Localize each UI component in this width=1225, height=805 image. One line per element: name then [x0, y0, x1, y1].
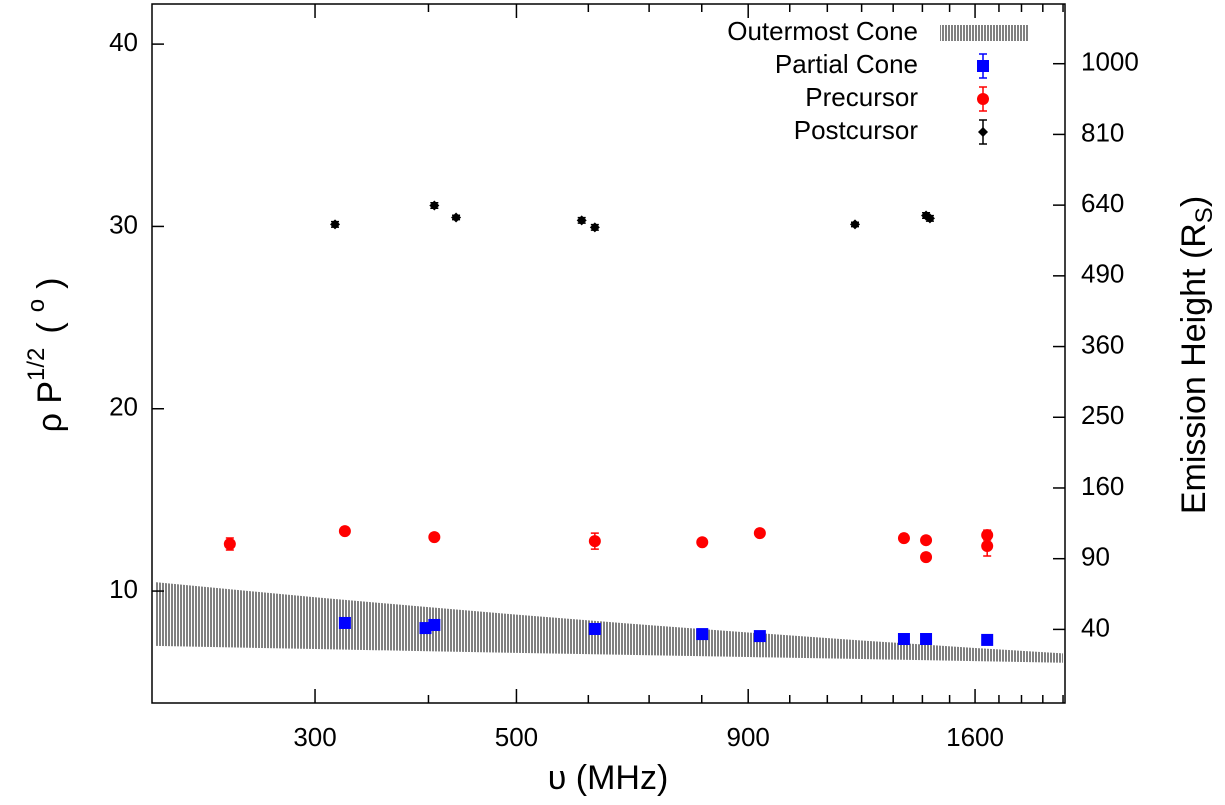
x-tick-label: 900: [727, 722, 770, 752]
legend-marker: [977, 93, 989, 105]
y2-tick-label: 360: [1081, 329, 1124, 359]
diamond-marker: [589, 222, 600, 233]
circle-marker: [428, 531, 441, 544]
circle-marker: [753, 527, 766, 540]
diamond-marker: [429, 200, 440, 211]
legend-swatch: [940, 25, 1028, 41]
square-marker: [897, 633, 910, 646]
y-tick-label: 40: [109, 27, 138, 57]
square-marker: [338, 616, 351, 629]
legend-marker: [977, 60, 989, 72]
plot-frame: [151, 3, 1066, 704]
square-marker: [981, 633, 994, 646]
y2-tick-label: 640: [1081, 188, 1124, 218]
diamond-marker: [576, 215, 587, 226]
y2-tick-label: 810: [1081, 117, 1124, 147]
circle-marker: [338, 525, 351, 538]
x-tick-label: 500: [495, 722, 538, 752]
y-tick-label: 30: [109, 209, 138, 239]
cone-band: [155, 582, 1064, 663]
y-axis-label: ρ P1/2(o): [23, 278, 69, 433]
square-marker: [920, 633, 933, 646]
y2-tick-label: 1000: [1081, 47, 1139, 77]
y2-tick-label: 90: [1081, 542, 1110, 572]
circle-marker: [981, 529, 994, 542]
circle-marker: [920, 534, 933, 547]
square-marker: [428, 618, 441, 631]
legend-label: Outermost Cone: [727, 16, 918, 46]
square-marker: [696, 628, 709, 641]
y2-tick-label: 40: [1081, 612, 1110, 642]
circle-marker: [897, 532, 910, 545]
x-tick-label: 300: [293, 722, 336, 752]
legend-label: Postcursor: [794, 115, 919, 145]
diamond-marker: [451, 212, 462, 223]
circle-marker: [223, 538, 236, 551]
circle-marker: [981, 540, 994, 553]
circle-marker: [920, 551, 933, 564]
square-marker: [753, 630, 766, 643]
legend-label: Precursor: [805, 82, 918, 112]
x-tick-label: 1600: [946, 722, 1004, 752]
circle-marker: [696, 536, 709, 549]
x-axis-label: υ (MHz): [548, 759, 669, 797]
y-tick-label: 20: [109, 392, 138, 422]
circle-marker: [588, 535, 601, 548]
y-tick-label: 10: [109, 574, 138, 604]
legend-label: Partial Cone: [775, 49, 918, 79]
diamond-marker: [330, 219, 341, 230]
square-marker: [588, 622, 601, 635]
y2-tick-label: 490: [1081, 259, 1124, 289]
diamond-marker: [849, 219, 860, 230]
y2-axis-label: Emission Height (RS): [1175, 196, 1218, 514]
y2-tick-label: 160: [1081, 471, 1124, 501]
legend-marker: [978, 127, 988, 137]
y2-tick-label: 250: [1081, 400, 1124, 430]
diamond-marker: [924, 213, 935, 224]
